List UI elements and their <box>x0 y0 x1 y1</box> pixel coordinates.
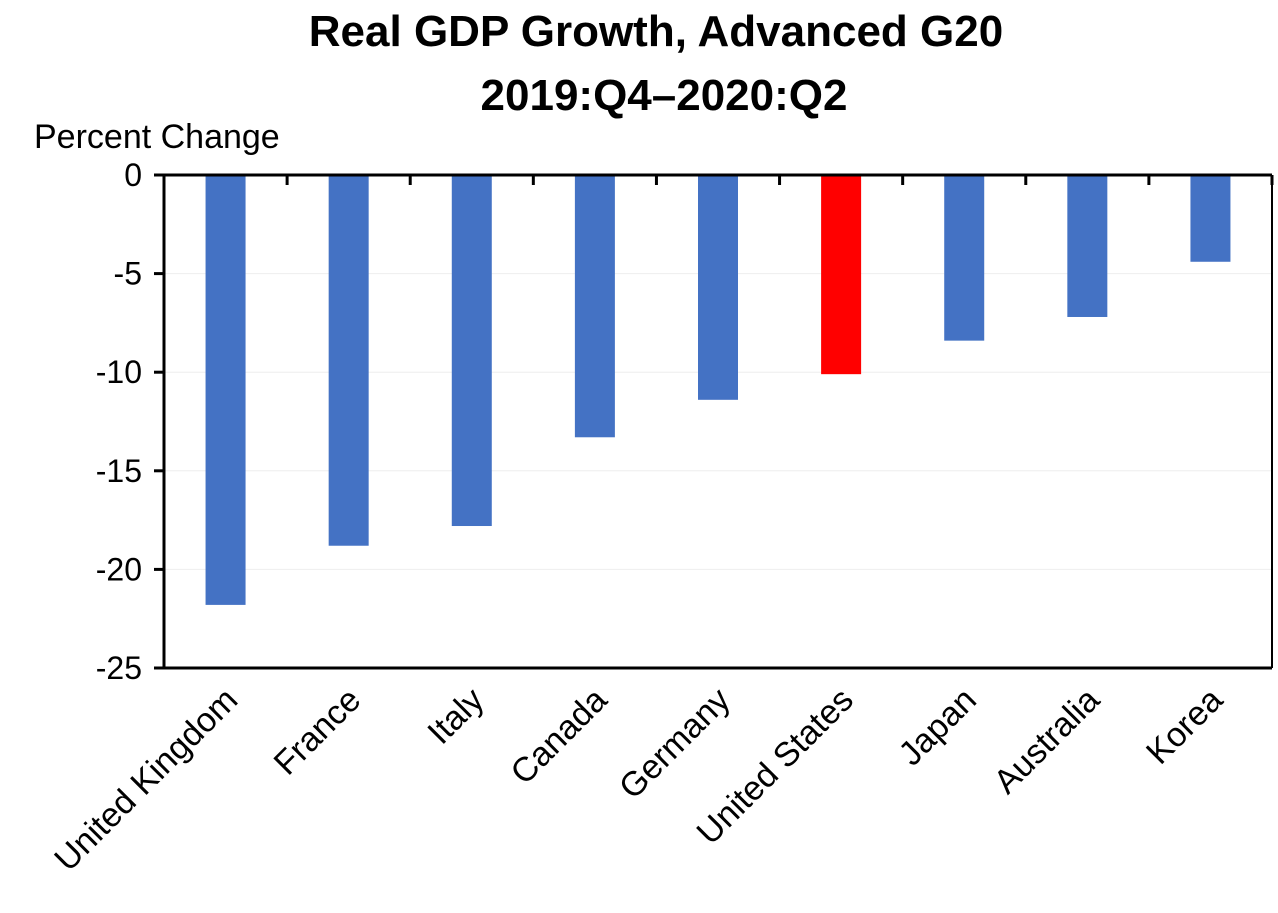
x-category-label: Korea <box>1139 681 1230 772</box>
y-axis-label: Percent Change <box>34 118 280 156</box>
x-category-label: Germany <box>612 681 738 807</box>
x-category-label: Japan <box>892 681 984 773</box>
x-category-label: Italy <box>420 681 491 752</box>
bar <box>698 175 738 400</box>
y-tick-label: -20 <box>96 551 142 587</box>
bar <box>944 175 985 341</box>
bar <box>1067 175 1108 317</box>
chart-title: Real GDP Growth, Advanced G20 <box>309 7 1003 56</box>
bar <box>1190 175 1231 262</box>
y-tick-label: -15 <box>96 453 142 489</box>
y-tick-label: 0 <box>124 157 142 193</box>
x-category-label: United Kingdom <box>47 681 245 879</box>
chart-subtitle: 2019:Q4–2020:Q2 <box>481 71 848 120</box>
x-category-label: Canada <box>503 681 614 792</box>
y-tick-label: -5 <box>114 256 142 292</box>
bar <box>328 175 369 546</box>
y-tick-label: -25 <box>96 650 142 686</box>
bar <box>205 175 246 605</box>
x-category-label: Australia <box>987 681 1107 801</box>
bar <box>451 175 492 527</box>
x-category-label: France <box>267 681 369 783</box>
axes <box>154 173 1274 670</box>
x-category-labels: United Kingdom France Italy CanadaGermanyUn… <box>47 681 1230 879</box>
y-tick-label: -10 <box>96 354 142 390</box>
bar <box>821 175 862 375</box>
y-tick-labels: 0 -5 -10 -15 -20 -25 <box>96 157 142 686</box>
bars <box>205 175 1231 605</box>
bar <box>574 175 615 438</box>
